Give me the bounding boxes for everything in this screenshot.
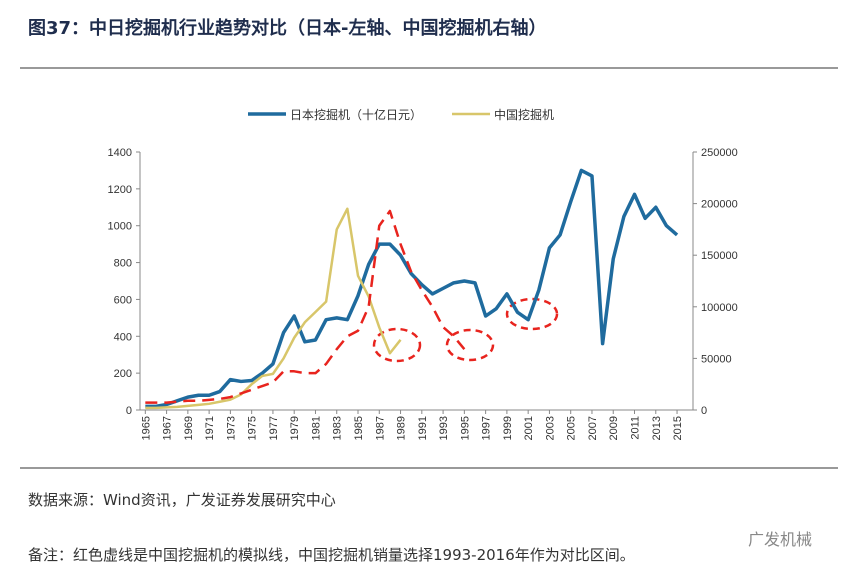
x-tick-label: 1985 xyxy=(353,416,365,440)
series-line xyxy=(145,209,466,404)
x-tick-label: 1977 xyxy=(268,416,280,440)
y-tick-label: 600 xyxy=(114,294,132,306)
x-tick-label: 1965 xyxy=(140,416,152,440)
x-tick-label: 1989 xyxy=(396,416,408,440)
x-tick-label: 2007 xyxy=(587,416,599,440)
x-tick-label: 1981 xyxy=(310,416,322,440)
x-tick-label: 1999 xyxy=(502,416,514,440)
x-tick-label: 2001 xyxy=(523,416,535,440)
x-tick-label: 1969 xyxy=(183,416,195,440)
x-tick-label: 2015 xyxy=(672,416,684,440)
source: 数据来源：Wind资讯，广发证券发展研究中心 xyxy=(28,491,336,509)
legend-label: 中国挖掘机 xyxy=(494,107,554,122)
x-tick-label: 1973 xyxy=(225,416,237,440)
x-tick-label: 1991 xyxy=(417,416,429,440)
chart-title: 图37：中日挖掘机行业趋势对比（日本-左轴、中国挖掘机右轴） xyxy=(28,17,547,39)
y-tick-label: 200 xyxy=(114,368,132,380)
y2-tick-label: 150000 xyxy=(701,250,738,262)
y-tick-label: 1200 xyxy=(108,184,132,196)
x-tick-label: 1987 xyxy=(374,416,386,440)
x-tick-label: 2009 xyxy=(608,416,620,440)
x-tick-label: 1995 xyxy=(459,416,471,440)
watermark: 广发机械 xyxy=(748,530,812,549)
y-tick-label: 400 xyxy=(114,331,132,343)
highlight-ellipse xyxy=(505,297,559,331)
note: 备注：红色虚线是中国挖掘机的模拟线，中国挖掘机销量选择1993-2016年作为对… xyxy=(28,546,635,564)
highlight-ellipse xyxy=(445,328,495,362)
y-tick-label: 0 xyxy=(126,405,132,417)
y-tick-label: 1400 xyxy=(108,147,132,159)
x-tick-label: 2011 xyxy=(630,416,642,440)
x-tick-label: 1967 xyxy=(162,416,174,440)
series-line xyxy=(145,168,679,409)
x-tick-label: 1997 xyxy=(481,416,493,440)
y2-tick-label: 250000 xyxy=(701,147,738,159)
y-tick-label: 1000 xyxy=(108,221,132,233)
annotations xyxy=(372,297,559,363)
x-tick-label: 2013 xyxy=(651,416,663,440)
x-tick-label: 1993 xyxy=(438,416,450,440)
y2-tick-label: 0 xyxy=(701,405,707,417)
x-tick-label: 1979 xyxy=(289,416,301,440)
legend-label: 日本挖掘机（十亿日元） xyxy=(290,107,422,122)
y2-tick-label: 100000 xyxy=(701,302,738,314)
x-tick-label: 2003 xyxy=(544,416,556,440)
series-line xyxy=(145,207,402,410)
highlight-ellipse xyxy=(372,327,422,363)
y-tick-label: 800 xyxy=(114,258,132,270)
x-tick-label: 1975 xyxy=(247,416,259,440)
y2-tick-label: 200000 xyxy=(701,199,738,211)
x-tick-label: 1983 xyxy=(332,416,344,440)
x-tick-label: 1971 xyxy=(204,416,216,440)
y2-tick-label: 50000 xyxy=(701,353,732,365)
x-tick-label: 2005 xyxy=(566,416,578,440)
